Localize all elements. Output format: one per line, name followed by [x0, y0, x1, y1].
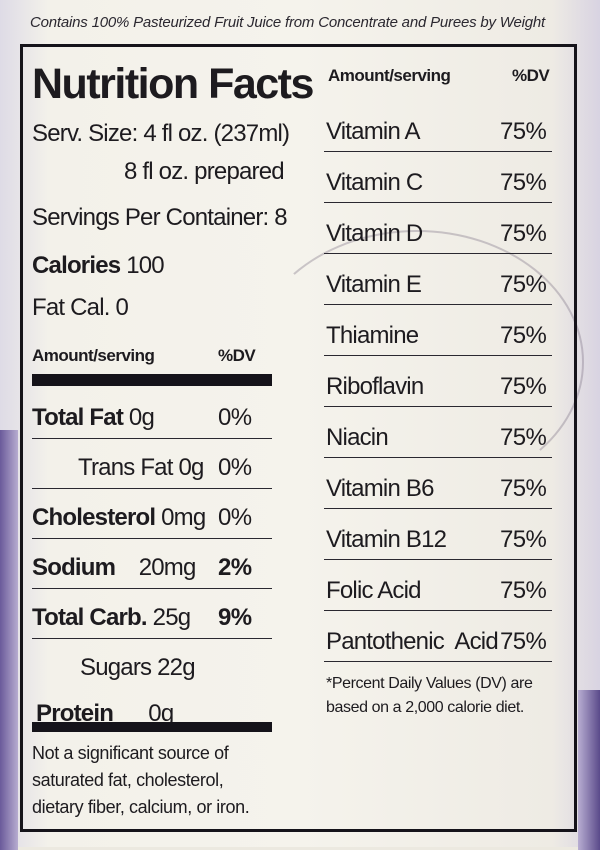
vitamin-dv: 75%	[500, 628, 547, 655]
calories-line: Calories 100	[32, 252, 165, 280]
vitamin-name: Pantothenic Acid	[326, 628, 499, 655]
list-item: Thiamine 75%	[324, 304, 552, 356]
vitamin-name: Vitamin D	[326, 220, 423, 247]
vitamin-dv: 75%	[500, 475, 547, 502]
panel-title: Nutrition Facts	[32, 60, 314, 108]
table-row: Cholesterol 0mg 0%	[32, 488, 272, 539]
vitamin-dv: 75%	[500, 526, 547, 553]
carton-edge-left	[0, 430, 18, 850]
calories-label: Calories	[32, 252, 121, 279]
nutrient-dv: 2%	[218, 554, 252, 581]
dv-header: %DV	[218, 346, 256, 365]
table-row: Total Carb. 25g 9%	[32, 588, 272, 639]
list-item: Vitamin C 75%	[324, 151, 552, 203]
nutrition-panel	[20, 44, 577, 832]
vitamin-name: Riboflavin	[326, 373, 424, 400]
vitamin-name: Thiamine	[326, 322, 419, 349]
vitamin-name: Vitamin E	[326, 271, 422, 298]
vitamin-dv: 75%	[500, 424, 547, 451]
dv-header: %DV	[512, 66, 550, 85]
serving-size: Serv. Size: 4 fl oz. (237ml)	[32, 120, 290, 147]
table-row: Trans Fat 0g 0%	[32, 438, 272, 489]
not-significant-note: Not a significant source of saturated fa…	[32, 743, 250, 817]
vitamin-name: Vitamin B6	[326, 475, 434, 502]
vitamin-dv: 75%	[500, 373, 547, 400]
nutrient-dv: 0%	[218, 454, 252, 481]
vitamin-dv: 75%	[500, 577, 547, 604]
vitamin-name: Vitamin B12	[326, 526, 447, 553]
thick-rule	[32, 722, 272, 732]
nutrient-amount: 0g	[128, 404, 155, 431]
calories-value: 100	[126, 252, 164, 279]
list-item: Vitamin B12 75%	[324, 508, 552, 560]
nutrient-name: Sugars	[80, 654, 152, 681]
nutrient-amount: 20mg	[138, 554, 197, 581]
nutrient-dv: 0%	[218, 504, 252, 531]
dv-footnote: *Percent Daily Values (DV) are based on …	[326, 675, 533, 716]
list-item: Folic Acid 75%	[324, 559, 552, 611]
vitamin-dv: 75%	[500, 118, 547, 145]
nutrient-amount: 0g	[178, 454, 204, 481]
nutrient-amount: 22g	[157, 654, 195, 681]
list-item: Vitamin D 75%	[324, 202, 552, 254]
nutrient-name: Sodium	[32, 554, 116, 581]
vitamin-name: Vitamin A	[326, 118, 421, 145]
table-row: Sugars 22g	[32, 638, 272, 688]
vitamin-dv: 75%	[500, 271, 547, 298]
vitamin-name: Vitamin C	[326, 169, 423, 196]
nutrient-name: Total Carb.	[32, 604, 148, 631]
vitamin-name: Niacin	[326, 424, 389, 451]
vitamin-dv: 75%	[500, 169, 547, 196]
vitamin-name: Folic Acid	[326, 577, 422, 604]
list-item: Pantothenic Acid 75%	[324, 610, 552, 662]
fat-calories: Fat Cal. 0	[32, 294, 129, 321]
list-item: Riboflavin 75%	[324, 355, 552, 407]
nutrient-dv: 0%	[218, 404, 252, 431]
amount-serving-header: Amount/serving	[32, 346, 155, 365]
juice-content-statement: Contains 100% Pasteurized Fruit Juice fr…	[30, 14, 545, 31]
table-row: Total Fat 0g 0%	[32, 388, 272, 439]
carton-edge-right	[578, 690, 600, 850]
list-item: Vitamin B6 75%	[324, 457, 552, 509]
nutrient-name: Trans Fat	[78, 454, 173, 481]
nutrient-name: Cholesterol	[32, 504, 156, 531]
nutrient-amount: 25g	[152, 604, 191, 631]
vitamin-dv: 75%	[500, 220, 547, 247]
vitamin-dv: 75%	[500, 322, 547, 349]
list-item: Niacin 75%	[324, 406, 552, 458]
list-item: Vitamin A 75%	[324, 100, 552, 152]
nutrient-amount: 0mg	[161, 504, 206, 531]
table-row: Sodium 20mg 2%	[32, 538, 272, 589]
serving-size-prepared: 8 fl oz. prepared	[124, 158, 285, 185]
servings-per-container: Servings Per Container: 8	[32, 204, 288, 231]
thick-rule	[32, 374, 272, 386]
nutrient-name: Total Fat	[32, 404, 124, 431]
list-item: Vitamin E 75%	[324, 253, 552, 305]
amount-serving-header: Amount/serving	[328, 66, 451, 85]
background-arc	[250, 230, 584, 494]
nutrient-dv: 9%	[218, 604, 252, 631]
